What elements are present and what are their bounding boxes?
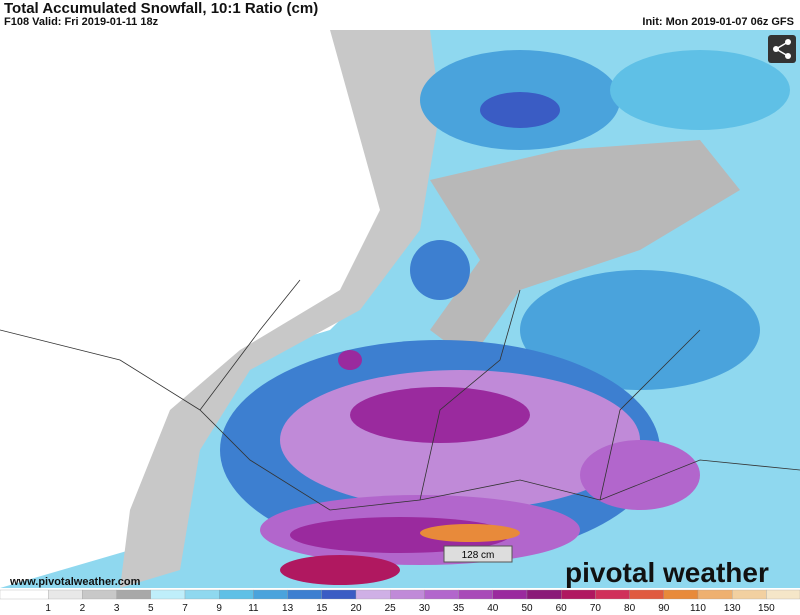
colorbar-label: 40 (487, 603, 499, 614)
valid-time: F108 Valid: Fri 2019-01-11 18z (4, 16, 159, 28)
colorbar-label: 7 (182, 603, 188, 614)
colorbar-label: 20 (350, 603, 362, 614)
colorbar-segment (48, 589, 83, 600)
website: www.pivotalweather.com (9, 576, 141, 588)
colorbar-segment (287, 589, 322, 600)
colorbar-segment (458, 589, 493, 600)
colorbar-segment (766, 589, 800, 600)
colorbar: 1 2 3 5 7 9 11 13 15 20 25 30 35 40 50 60 70 80 90 110 130 15… (0, 589, 800, 614)
colorbar-label: 30 (419, 603, 431, 614)
colorbar-segment (697, 589, 733, 600)
colorbar-segment (492, 589, 528, 600)
colorbar-label: 5 (148, 603, 154, 614)
colorbar-segment (0, 589, 49, 600)
colorbar-label: 15 (316, 603, 328, 614)
colorbar-segment (253, 589, 288, 600)
colorbar-label: 110 (690, 603, 706, 614)
colorbar-label: 70 (590, 603, 602, 614)
colorbar-label: 25 (385, 603, 397, 614)
colorbar-segment (732, 589, 767, 600)
colorbar-segment (629, 589, 664, 600)
logo: pivotal weather (565, 557, 769, 588)
colorbar-label: 11 (248, 603, 259, 614)
colorbar-label: 35 (453, 603, 465, 614)
colorbar-segment (355, 589, 391, 600)
colorbar-label: 130 (724, 603, 741, 614)
colorbar-segment (321, 589, 357, 600)
init-time: Init: Mon 2019-01-07 06z GFS (642, 16, 794, 28)
colorbar-segment (184, 589, 220, 600)
colorbar-segment (116, 589, 151, 600)
colorbar-segment (82, 589, 117, 600)
colorbar-label: 50 (521, 603, 533, 614)
share-button[interactable] (768, 35, 796, 63)
colorbar-label: 3 (114, 603, 120, 614)
title: Total Accumulated Snowfall, 10:1 Ratio (… (4, 0, 319, 17)
colorbar-segment (390, 589, 425, 600)
colorbar-segment (219, 589, 254, 600)
colorbar-label: 9 (216, 603, 222, 614)
colorbar-label: 2 (80, 603, 86, 614)
colorbar-segment (561, 589, 596, 600)
colorbar-label: 60 (556, 603, 568, 614)
map-field: 128 cm www.pivotalweather.com pivotal we… (0, 30, 800, 588)
colorbar-label: 150 (758, 603, 775, 614)
colorbar-segment (526, 589, 562, 600)
colorbar-segment (150, 589, 186, 600)
colorbar-segment (663, 589, 699, 600)
colorbar-label: 80 (624, 603, 636, 614)
colorbar-segment (424, 589, 459, 600)
colorbar-segment (595, 589, 630, 600)
colorbar-label: 1 (45, 603, 51, 614)
max-label: 128 cm (462, 550, 495, 561)
colorbar-label: 90 (658, 603, 670, 614)
colorbar-label: 13 (282, 603, 294, 614)
